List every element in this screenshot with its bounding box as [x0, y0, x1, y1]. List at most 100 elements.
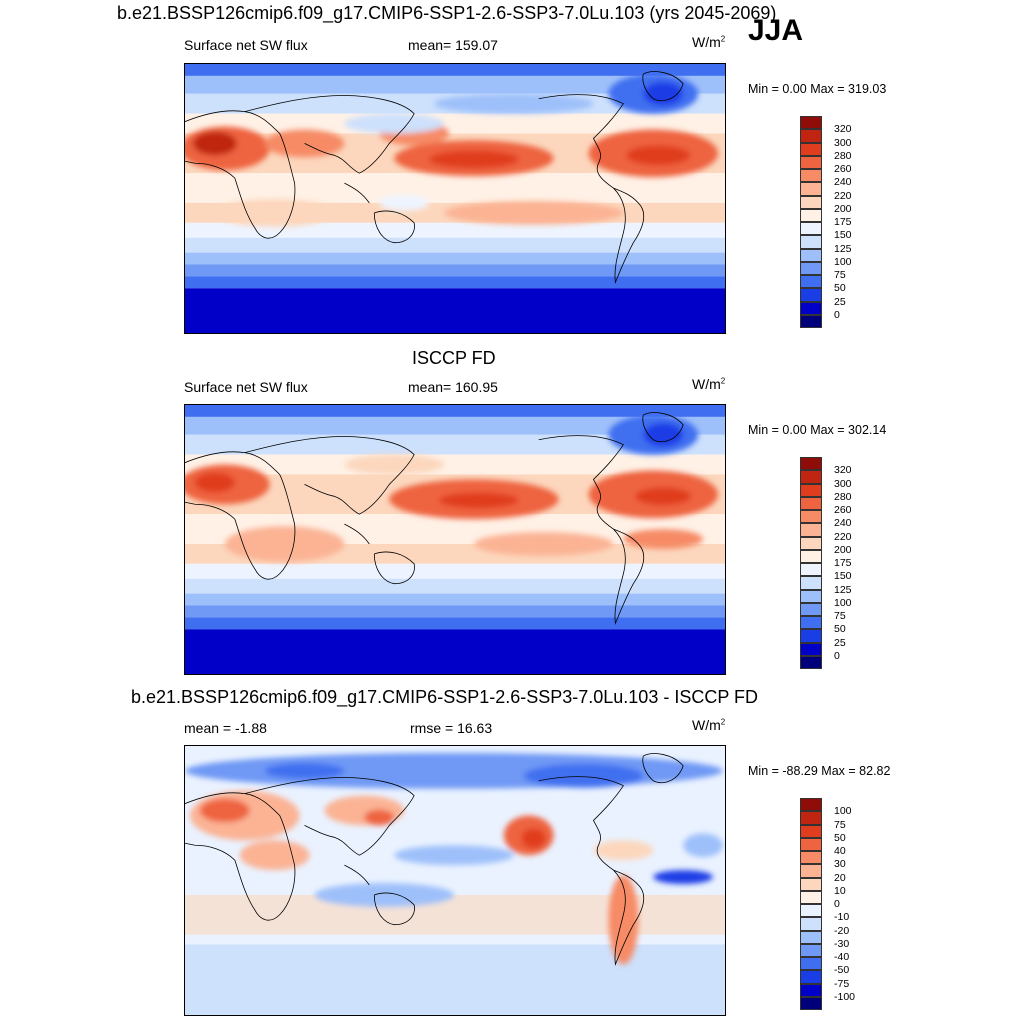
colorbar-tick-label: 220 — [834, 530, 852, 543]
colorbar-swatch — [800, 155, 822, 169]
colorbar-tick-label: 100 — [834, 596, 852, 609]
panel-1-units: W/m2 — [692, 34, 726, 50]
colorbar-swatch — [800, 222, 822, 236]
colorbar-tick-label: 100 — [834, 805, 852, 818]
colorbar-swatch — [800, 877, 822, 891]
flux-band — [185, 113, 725, 134]
colorbar-swatch — [800, 576, 822, 590]
colorbar-tick-label: 10 — [834, 884, 846, 897]
colorbar-tick-label: 280 — [834, 490, 852, 503]
colorbar-swatch — [800, 288, 822, 302]
colorbar-swatch — [800, 589, 822, 603]
panel-3-rmse: rmse = 16.63 — [410, 720, 493, 736]
flux-band — [185, 617, 725, 630]
flux-band — [185, 416, 725, 435]
colorbar-tick-label: 50 — [834, 282, 846, 295]
colorbar-tick-label: 125 — [834, 242, 852, 255]
panel-3-min-max: Min = -88.29 Max = 82.82 — [748, 764, 891, 778]
colorbar-swatch — [800, 142, 822, 156]
obs-sw-flux-map — [185, 405, 725, 674]
colorbar-swatch — [800, 970, 822, 984]
colorbar-tick-label: 300 — [834, 477, 852, 490]
colorbar-tick-label: 100 — [834, 255, 852, 268]
colorbar-swatch — [800, 116, 822, 130]
panel-2-mean: mean= 160.95 — [408, 379, 498, 395]
flux-band — [185, 264, 725, 277]
colorbar-tick-label: -10 — [834, 911, 850, 924]
colorbar-swatch — [800, 457, 822, 471]
colorbar-tick-label: -30 — [834, 937, 850, 950]
flux-band — [185, 578, 725, 594]
panel-2-colorbar: 320 300 280 260 240 220 200 175 150 125 100 75 50 25 0 — [800, 457, 852, 669]
colorbar-swatch — [800, 248, 822, 262]
colorbar-tick-label: 0 — [834, 308, 840, 321]
colorbar-tick-label: -50 — [834, 964, 850, 977]
panel-2-title: ISCCP FD — [412, 348, 496, 368]
colorbar-swatch — [800, 917, 822, 931]
colorbar-swatch — [800, 996, 822, 1010]
colorbar-tick-label: 260 — [834, 163, 852, 175]
panel-1-left-label: Surface net SW flux — [184, 37, 308, 53]
colorbar-tick-label: 320 — [834, 464, 852, 477]
flux-band — [185, 222, 725, 238]
colorbar-tick-label: 150 — [834, 229, 852, 242]
coastlines — [185, 71, 684, 284]
colorbar-swatch — [800, 261, 822, 275]
colorbar-swatch — [800, 483, 822, 497]
colorbar-tick-label: 175 — [834, 557, 852, 569]
flux-band — [185, 276, 725, 289]
colorbar-swatch — [800, 129, 822, 143]
season-label: JJA — [748, 14, 804, 47]
coastlines — [185, 753, 684, 966]
colorbar-tick-label: 320 — [834, 123, 852, 136]
colorbar-tick-label: 40 — [834, 845, 846, 857]
colorbar-swatch — [800, 943, 822, 957]
colorbar-tick-label: 50 — [834, 623, 846, 636]
colorbar-tick-label: 30 — [834, 858, 846, 871]
colorbar-swatch — [800, 523, 822, 537]
colorbar-tick-label: 25 — [834, 636, 846, 649]
colorbar-tick-label: -20 — [834, 924, 850, 937]
flux-band — [185, 605, 725, 618]
panel-2-left-label: Surface net SW flux — [184, 379, 308, 395]
colorbar-swatch — [800, 864, 822, 878]
colorbar-swatch — [800, 275, 822, 289]
colorbar-tick-label: 0 — [834, 649, 840, 662]
colorbar-swatch — [800, 314, 822, 328]
colorbar-tick-label: -40 — [834, 951, 850, 963]
colorbar-swatch — [800, 798, 822, 812]
flux-band — [185, 454, 725, 475]
colorbar-tick-label: 25 — [834, 295, 846, 308]
model-sw-flux-map — [185, 64, 725, 333]
colorbar-swatch — [800, 890, 822, 904]
colorbar-swatch — [800, 470, 822, 484]
panel-1-title: b.e21.BSSP126cmip6.f09_g17.CMIP6-SSP1-2.… — [117, 3, 777, 23]
colorbar-swatch — [800, 957, 822, 971]
colorbar-swatch — [800, 983, 822, 997]
colorbar-tick-label: 300 — [834, 136, 852, 149]
flux-band — [185, 288, 725, 333]
colorbar-tick-label: 75 — [834, 610, 846, 622]
colorbar-tick-label: 75 — [834, 269, 846, 281]
colorbar-swatch — [800, 837, 822, 851]
colorbar-tick-label: 280 — [834, 149, 852, 162]
panel-3-title: b.e21.BSSP126cmip6.f09_g17.CMIP6-SSP1-2.… — [131, 687, 759, 707]
colorbar-swatch — [800, 616, 822, 630]
colorbar-tick-label: 75 — [834, 818, 846, 831]
colorbar-swatch — [800, 235, 822, 249]
panel-1-colorbar: 320 300 280 260 240 220 200 175 150 125 100 75 50 25 0 — [800, 116, 852, 328]
panel-1-mean: mean= 159.07 — [408, 37, 498, 53]
colorbar-tick-label: 240 — [834, 176, 852, 189]
panel-3-units: W/m2 — [692, 717, 726, 733]
colorbar-tick-label: 150 — [834, 570, 852, 583]
colorbar-swatch — [800, 904, 822, 918]
flux-band — [185, 629, 725, 674]
colorbar-tick-label: -75 — [834, 977, 850, 990]
colorbar-swatch — [800, 536, 822, 550]
colorbar-swatch — [800, 182, 822, 196]
colorbar-tick-label: -100 — [834, 990, 856, 1003]
colorbar-swatch — [800, 629, 822, 643]
colorbar-tick-label: 200 — [834, 202, 852, 215]
flux-band — [185, 434, 725, 455]
colorbar-swatch — [800, 549, 822, 563]
